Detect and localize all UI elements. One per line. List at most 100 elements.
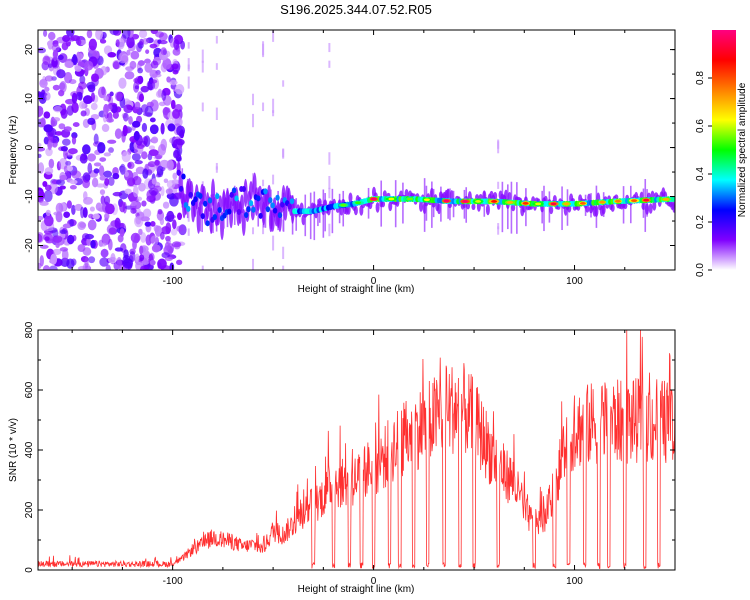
ridge-halo: [201, 185, 206, 205]
ridge-halo: [283, 203, 288, 221]
ridge-core: [215, 193, 220, 200]
noise-blob: [110, 252, 116, 263]
noise-streak: [201, 49, 204, 63]
noise-blob: [100, 248, 109, 258]
noise-blob: [167, 123, 176, 132]
ridge-peak: [406, 197, 413, 201]
noise-streak: [262, 43, 265, 56]
noise-streak: [328, 152, 331, 165]
ridge-core: [207, 197, 213, 204]
ridge-peak: [355, 201, 362, 205]
noise-blob: [172, 108, 181, 119]
ridge-peak: [475, 200, 482, 203]
ridge-halo: [229, 200, 234, 229]
noise-blob: [164, 241, 171, 251]
ridge-peak: [563, 202, 570, 206]
noise-blob: [88, 213, 94, 219]
noise-blob: [60, 257, 70, 268]
ridge-core: [193, 196, 198, 203]
noise-blob: [86, 30, 93, 39]
ridge-halo: [522, 204, 527, 213]
noise-blob: [103, 152, 112, 157]
ridge-halo: [429, 187, 434, 200]
x-tick-label: 100: [566, 576, 583, 587]
noise-blob: [95, 30, 104, 40]
noise-streak: [187, 228, 190, 236]
noise-blob: [79, 154, 88, 164]
noise-blob: [82, 95, 93, 104]
noise-blob: [104, 212, 110, 220]
noise-blob: [139, 245, 144, 255]
x-tick-label: -100: [163, 576, 183, 587]
noise-blob: [61, 42, 69, 51]
noise-streak: [497, 139, 500, 149]
noise-blob: [150, 221, 156, 227]
noise-blob: [90, 102, 98, 111]
noise-blob: [176, 259, 183, 265]
ridge-spike: [440, 186, 442, 222]
noise-blob: [149, 117, 156, 123]
noise-blob: [172, 48, 181, 56]
ridge-core: [236, 209, 242, 216]
noise-blob: [52, 84, 61, 91]
noise-blob: [166, 76, 171, 83]
noise-streak: [187, 211, 190, 222]
ridge-halo: [587, 193, 592, 202]
noise-blob: [44, 75, 54, 82]
noise-blob: [47, 139, 52, 151]
ridge-halo: [198, 201, 203, 217]
noise-blob: [71, 136, 77, 145]
noise-blob: [57, 54, 64, 61]
x-tick-label: 100: [566, 276, 583, 287]
ridge-peak: [599, 200, 606, 204]
noise-streak: [282, 265, 285, 270]
noise-blob: [164, 256, 173, 262]
noise-blob: [59, 174, 68, 181]
noise-blob: [114, 217, 121, 229]
noise-blob: [132, 185, 139, 198]
y-tick-label: 800: [24, 321, 35, 338]
noise-blob: [93, 162, 102, 167]
noise-blob: [99, 157, 107, 162]
ridge-spike: [309, 192, 312, 240]
ridge-core: [670, 196, 675, 203]
x-tick-label: 0: [371, 276, 377, 287]
noise-blob: [95, 202, 103, 211]
noise-blob: [43, 136, 49, 145]
noise-streak: [497, 223, 500, 230]
noise-blob: [112, 172, 120, 180]
ridge-halo: [648, 203, 653, 214]
spectrogram-x-axis: -100 0 100: [71, 30, 676, 287]
ridge-peak: [507, 200, 514, 204]
ridge-core: [217, 207, 222, 214]
ridge-halo: [249, 181, 254, 200]
noise-streak: [262, 224, 265, 235]
noise-blob: [141, 200, 147, 207]
ridge-core: [246, 206, 251, 213]
snr-panel: -100 0 100 0 200 400 600 800 Height of straigh…: [8, 321, 676, 595]
noise-blob: [40, 117, 46, 128]
noise-blob: [137, 67, 144, 74]
noise-blob: [104, 203, 115, 215]
noise-blob: [64, 60, 74, 69]
noise-blob: [66, 165, 73, 172]
noise-blob: [149, 79, 158, 84]
noise-blob: [121, 30, 131, 39]
noise-blob: [60, 145, 68, 152]
ridge-spike: [543, 185, 545, 232]
noise-blob: [165, 188, 173, 195]
noise-blob: [52, 248, 62, 256]
noise-blob: [122, 112, 129, 122]
colorbar-tick-label: 0.0: [695, 263, 706, 277]
noise-blob: [107, 238, 113, 251]
noise-blob: [130, 207, 137, 214]
noise-blob: [67, 148, 78, 155]
noise-blob: [151, 244, 161, 253]
noise-blob: [165, 222, 172, 235]
noise-blob: [109, 91, 114, 97]
noise-blob: [93, 133, 99, 145]
noise-blob: [171, 241, 182, 248]
ridge-core: [256, 195, 261, 202]
ridge-halo: [375, 202, 380, 213]
